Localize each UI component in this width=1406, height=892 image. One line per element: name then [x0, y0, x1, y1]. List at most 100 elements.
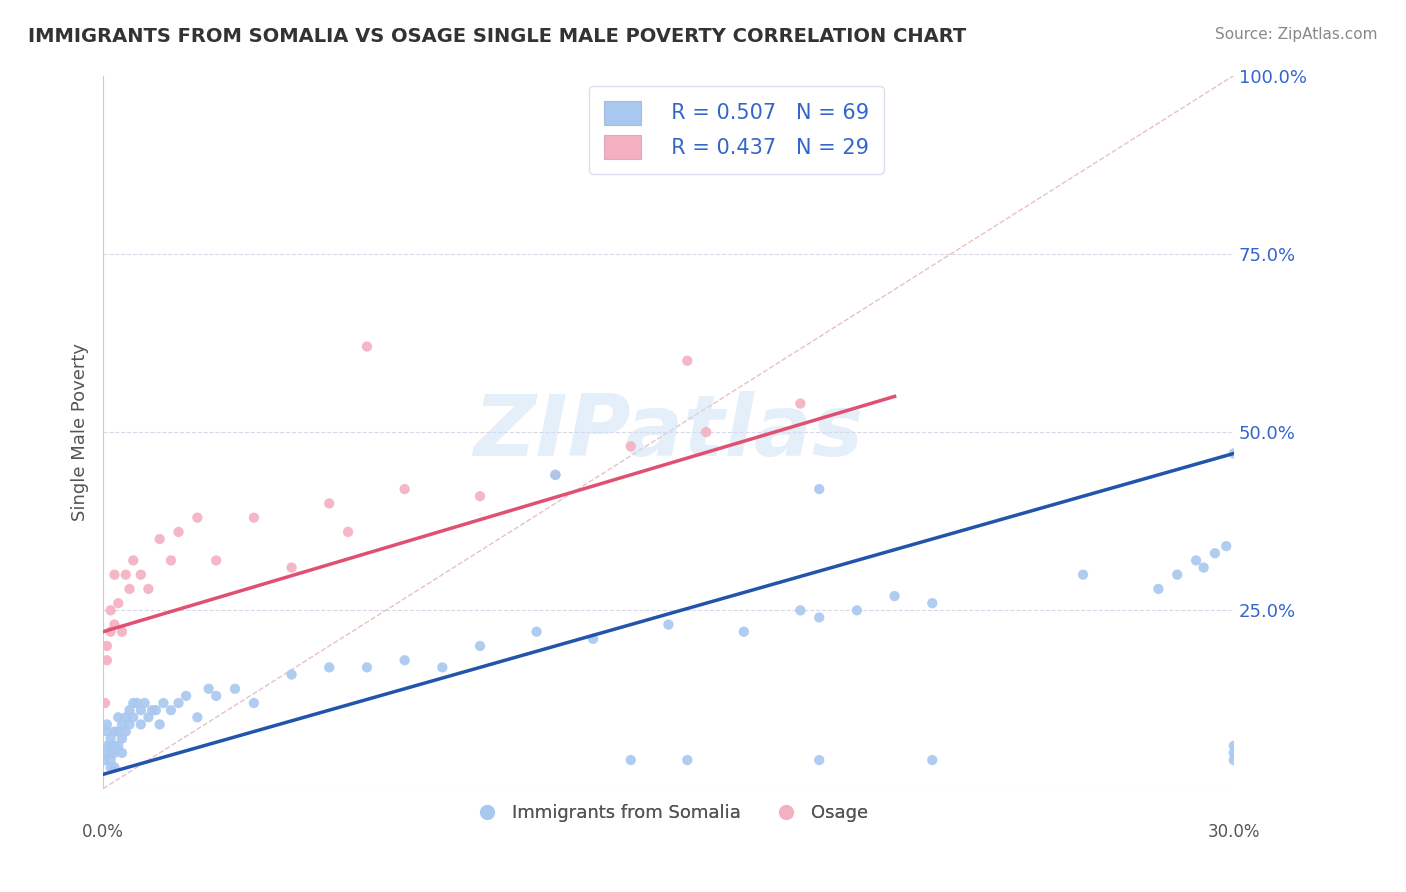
Point	[356, 339, 378, 353]
Point	[160, 553, 183, 567]
Point	[526, 624, 548, 639]
Point	[808, 753, 831, 767]
Text: ZIPatlas: ZIPatlas	[474, 391, 863, 474]
Point	[107, 739, 129, 753]
Text: Source: ZipAtlas.com: Source: ZipAtlas.com	[1215, 27, 1378, 42]
Point	[103, 567, 125, 582]
Point	[186, 510, 208, 524]
Point	[1204, 546, 1226, 560]
Point	[167, 524, 190, 539]
Point	[114, 567, 136, 582]
Point	[149, 532, 172, 546]
Point	[122, 696, 145, 710]
Point	[103, 617, 125, 632]
Point	[356, 660, 378, 674]
Point	[160, 703, 183, 717]
Point	[1223, 446, 1246, 460]
Point	[103, 739, 125, 753]
Point	[1185, 553, 1208, 567]
Point	[100, 731, 122, 746]
Point	[129, 717, 152, 731]
Point	[100, 760, 122, 774]
Point	[845, 603, 868, 617]
Point	[118, 703, 141, 717]
Point	[141, 703, 163, 717]
Point	[103, 746, 125, 760]
Point	[1071, 567, 1094, 582]
Point	[129, 703, 152, 717]
Point	[620, 439, 643, 453]
Point	[138, 582, 160, 596]
Point	[789, 396, 811, 410]
Point	[96, 724, 118, 739]
Point	[96, 739, 118, 753]
Point	[1223, 753, 1246, 767]
Point	[224, 681, 246, 696]
Point	[100, 739, 122, 753]
Point	[129, 567, 152, 582]
Text: 30.0%: 30.0%	[1208, 823, 1260, 841]
Point	[100, 603, 122, 617]
Point	[1166, 567, 1188, 582]
Point	[122, 553, 145, 567]
Point	[468, 639, 491, 653]
Point	[318, 496, 340, 510]
Point	[103, 724, 125, 739]
Point	[96, 717, 118, 731]
Point	[432, 660, 454, 674]
Point	[921, 596, 943, 610]
Point	[883, 589, 905, 603]
Point	[695, 425, 717, 439]
Point	[111, 731, 134, 746]
Point	[167, 696, 190, 710]
Point	[118, 582, 141, 596]
Point	[1223, 739, 1246, 753]
Point	[107, 724, 129, 739]
Point	[1147, 582, 1170, 596]
Point	[111, 717, 134, 731]
Point	[118, 717, 141, 731]
Point	[544, 467, 567, 482]
Point	[676, 753, 699, 767]
Text: 0.0%: 0.0%	[82, 823, 124, 841]
Point	[318, 660, 340, 674]
Point	[96, 639, 118, 653]
Point	[114, 710, 136, 724]
Point	[174, 689, 197, 703]
Point	[96, 653, 118, 667]
Point	[1215, 539, 1237, 553]
Point	[197, 681, 219, 696]
Point	[676, 353, 699, 368]
Point	[94, 753, 117, 767]
Point	[134, 696, 156, 710]
Point	[111, 624, 134, 639]
Point	[186, 710, 208, 724]
Point	[394, 482, 416, 496]
Text: IMMIGRANTS FROM SOMALIA VS OSAGE SINGLE MALE POVERTY CORRELATION CHART: IMMIGRANTS FROM SOMALIA VS OSAGE SINGLE …	[28, 27, 966, 45]
Point	[149, 717, 172, 731]
Point	[145, 703, 167, 717]
Point	[921, 753, 943, 767]
Point	[100, 624, 122, 639]
Point	[620, 753, 643, 767]
Point	[733, 624, 755, 639]
Point	[468, 489, 491, 503]
Point	[789, 603, 811, 617]
Point	[337, 524, 360, 539]
Point	[103, 760, 125, 774]
Point	[808, 482, 831, 496]
Point	[280, 560, 302, 574]
Point	[243, 510, 266, 524]
Point	[96, 746, 118, 760]
Point	[94, 696, 117, 710]
Point	[544, 467, 567, 482]
Point	[107, 596, 129, 610]
Point	[1192, 560, 1215, 574]
Point	[205, 553, 228, 567]
Point	[122, 710, 145, 724]
Point	[138, 710, 160, 724]
Point	[280, 667, 302, 681]
Point	[205, 689, 228, 703]
Point	[394, 653, 416, 667]
Point	[243, 696, 266, 710]
